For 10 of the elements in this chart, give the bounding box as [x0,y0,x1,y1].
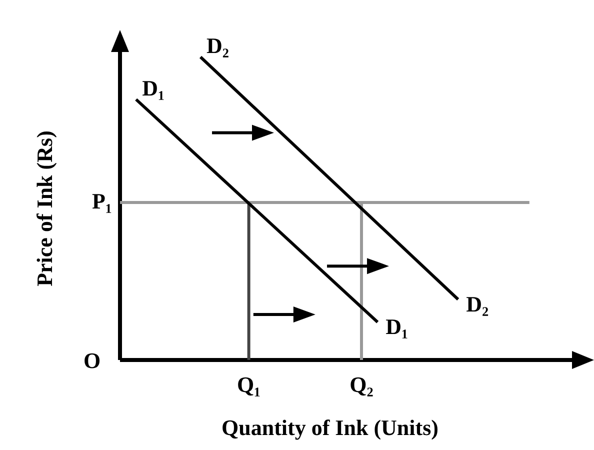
x-axis-title: Quantity of Ink (Units) [222,415,438,440]
x-tick-label: Q₁ [236,372,261,397]
text: D₁ [386,314,408,340]
ref-line-label: P₁ [92,188,112,214]
text: D₂ [466,291,489,316]
series-label: D₂ [206,33,230,58]
y-axis-title: Price of Ink (Rs) [32,130,57,286]
series-label: D₁ [142,75,165,100]
x-tick-label: Q₂ [350,372,374,397]
text: O [83,348,101,373]
